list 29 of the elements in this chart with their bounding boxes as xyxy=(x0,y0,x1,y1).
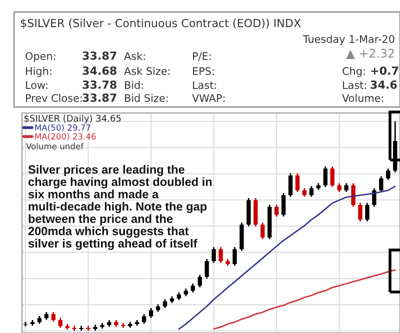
text: Last: xyxy=(343,81,366,89)
text: P/E: xyxy=(193,52,211,61)
text: Tuesday 1-Mar-20 xyxy=(302,34,394,45)
text: ▲ +2.32 xyxy=(346,48,394,59)
text: VWAP: xyxy=(192,94,225,102)
annotation: Volume undef xyxy=(26,142,84,150)
text: +0.7 xyxy=(371,66,398,75)
text: Bid Size: xyxy=(125,94,168,102)
text: High: xyxy=(26,66,52,77)
text: 34.6 xyxy=(370,80,397,89)
text: MA(200) 23.46 xyxy=(35,133,96,141)
annotation: Silver prices are leading the charge having almost doubled in six months and made a multi-decade high. Note the gap between the price and the 200mda which suggests that silver is getting ahead of itself xyxy=(28,165,212,250)
text: 33.87 xyxy=(82,93,116,102)
text: Open: xyxy=(26,52,56,62)
text: 33.78 xyxy=(82,80,116,89)
chart-title: $SILVER (Silver - Continuous Contract (EOD)) INDX xyxy=(20,18,301,29)
text: MA(50) 29.77 xyxy=(35,124,90,132)
text: Volume: xyxy=(342,94,384,102)
text: Last: xyxy=(193,81,216,89)
text: Ask Size: xyxy=(124,66,170,75)
text: Low: xyxy=(26,81,48,89)
text: Bid: xyxy=(125,80,143,89)
text: Chg: xyxy=(342,66,365,77)
text: 33.87 xyxy=(82,51,116,60)
text: Ask: xyxy=(124,52,145,60)
legend-title: $SILVER (Daily) 34.65 xyxy=(24,114,121,124)
text: 34.68 xyxy=(82,66,116,75)
text: Prev Close: xyxy=(26,94,82,102)
text: EPS: xyxy=(193,67,214,75)
